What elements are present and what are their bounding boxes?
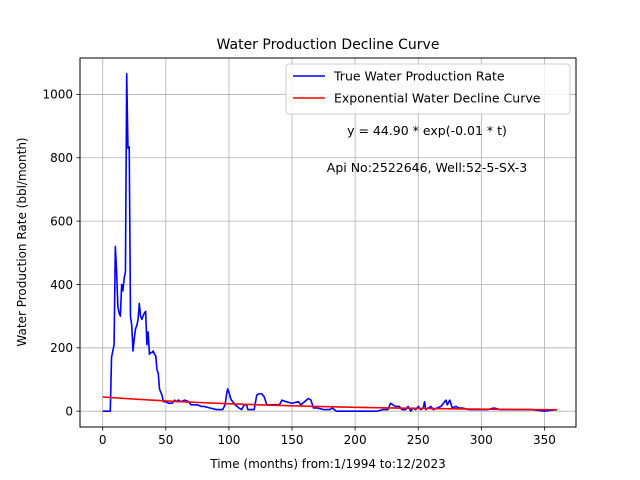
legend-label-true-rate: True Water Production Rate <box>333 69 505 84</box>
y-axis-label: Water Production Rate (bbl/month) <box>15 137 29 346</box>
equation-annotation: y = 44.90 * exp(-0.01 * t) <box>347 123 507 138</box>
legend-label-exp-curve: Exponential Water Decline Curve <box>334 91 541 106</box>
x-tick-label: 200 <box>344 433 367 447</box>
y-tick-label: 1000 <box>42 88 73 102</box>
x-tick-label: 350 <box>533 433 556 447</box>
legend: True Water Production Rate Exponential W… <box>285 63 571 115</box>
x-tick-label: 50 <box>158 433 173 447</box>
legend-box <box>285 63 571 115</box>
x-tick-label: 100 <box>217 433 240 447</box>
x-tick-label: 250 <box>407 433 430 447</box>
chart-title: Water Production Decline Curve <box>217 37 440 53</box>
x-tick-label: 300 <box>470 433 493 447</box>
y-tick-label: 400 <box>50 278 73 292</box>
x-tick-label: 150 <box>281 433 304 447</box>
x-tick-label: 0 <box>99 433 107 447</box>
ticks: 0 50 100 150 200 250 300 350 0 200 400 600 800 1000 <box>42 88 555 447</box>
y-tick-label: 200 <box>50 341 73 355</box>
y-tick-label: 0 <box>65 404 73 418</box>
series-layer <box>102 73 558 412</box>
x-axis-label: Time (months) from:1/1994 to:12/2023 <box>209 457 446 471</box>
y-tick-label: 800 <box>50 151 73 165</box>
well-annotation: Api No:2522646, Well:52-5-SX-3 <box>327 160 527 175</box>
series-line-exp-curve <box>102 396 558 411</box>
y-tick-label: 600 <box>50 214 73 228</box>
plot-frame <box>79 57 577 428</box>
